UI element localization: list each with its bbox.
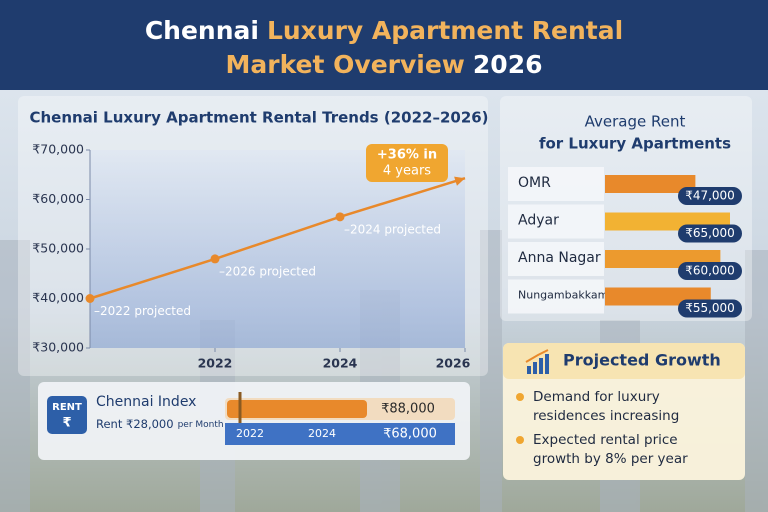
index-year: 2024 xyxy=(308,427,336,440)
bullet-text: Expected rental price growth by 8% per ye… xyxy=(533,432,688,467)
row-bg xyxy=(508,204,604,239)
value-pill xyxy=(678,187,742,205)
growth-title: Projected Growth xyxy=(563,351,721,370)
row-bg xyxy=(508,167,604,201)
value-pill xyxy=(678,299,742,318)
bullet-dot xyxy=(516,393,524,401)
data-point xyxy=(335,212,345,222)
category-label: Anna Nagar xyxy=(518,250,601,266)
category-label: OMR xyxy=(518,175,551,191)
bar xyxy=(605,175,696,193)
callout-text: +36% in xyxy=(377,148,437,163)
index-rent-value: Rent ₹28,000 xyxy=(96,417,174,431)
header-title-line1: Chennai Luxury Apartment Rental xyxy=(145,16,623,45)
y-tick-label: ₹40,000 xyxy=(32,290,84,305)
value-pill xyxy=(678,262,742,280)
x-tick-label: 2022 xyxy=(198,356,233,371)
point-label: –2022 projected xyxy=(94,304,191,318)
y-tick-label: ₹50,000 xyxy=(32,241,84,256)
title-part: Luxury Apartment Rental xyxy=(267,16,623,45)
value-label: ₹65,000 xyxy=(685,226,735,240)
point-label: –2024 projected xyxy=(344,222,441,236)
callout-box xyxy=(366,144,448,182)
trend-line xyxy=(89,177,466,300)
y-tick-label: ₹30,000 xyxy=(32,340,84,355)
bullet-text: Demand for luxury residences increasing xyxy=(533,389,679,424)
title-part: 2026 xyxy=(473,50,543,79)
header-bar xyxy=(0,0,768,90)
growth-bullets: Demand for luxury residences increasing Ex… xyxy=(516,389,688,467)
title-part: Market Overview xyxy=(226,50,465,79)
title-part: Chennai xyxy=(145,16,259,45)
plot-area xyxy=(90,150,465,348)
category-label: Nungambakkam xyxy=(518,289,608,302)
index-rent-unit: per Month xyxy=(178,420,224,430)
value-label: ₹47,000 xyxy=(685,189,735,203)
row-bg xyxy=(508,242,604,276)
index-top-label: ₹88,000 xyxy=(381,402,435,417)
index-year: 2022 xyxy=(236,427,264,440)
arrow-head xyxy=(454,176,465,186)
index-title: Chennai Index xyxy=(96,394,196,410)
index-bottom-bar xyxy=(225,423,455,445)
row-bg xyxy=(508,279,604,314)
callout-text: 4 years xyxy=(383,164,431,179)
point-label: –2026 projected xyxy=(219,264,316,278)
value-label: ₹55,000 xyxy=(685,301,735,315)
header-title-line2: Market Overview 2026 xyxy=(226,50,543,79)
growth-header xyxy=(503,343,745,379)
index-bottom-label: ₹68,000 xyxy=(383,427,437,442)
value-label: ₹60,000 xyxy=(685,264,735,278)
data-point xyxy=(210,254,220,264)
line-chart: ₹30,000 ₹40,000 ₹50,000 ₹60,000 ₹70,000 2022 2… xyxy=(32,142,470,371)
bullet-dot xyxy=(516,436,524,444)
y-tick-label: ₹70,000 xyxy=(32,142,84,157)
rent-icon-text: RENT xyxy=(52,402,82,413)
rent-icon-symbol: ₹ xyxy=(62,416,71,431)
rent-title-line: for Luxury Apartments xyxy=(539,135,731,153)
x-tick-label: 2026 xyxy=(436,356,471,371)
x-tick-label: 2024 xyxy=(323,356,358,371)
value-pill xyxy=(678,224,742,243)
category-label: Adyar xyxy=(518,213,559,229)
rent-icon xyxy=(47,396,87,434)
growth-icon xyxy=(525,349,549,374)
index-top-bar xyxy=(227,400,367,418)
index-rent: Rent ₹28,000 per Month xyxy=(96,417,224,431)
data-point xyxy=(85,294,95,303)
rent-title-line: Average Rent xyxy=(585,113,686,131)
bar-chart: OMR ₹47,000 Adyar ₹65,000 Anna Nagar ₹60,000 N… xyxy=(508,167,742,318)
y-tick-label: ₹60,000 xyxy=(32,191,84,206)
trend-title: Chennai Luxury Apartment Rental Trends (… xyxy=(29,109,488,127)
